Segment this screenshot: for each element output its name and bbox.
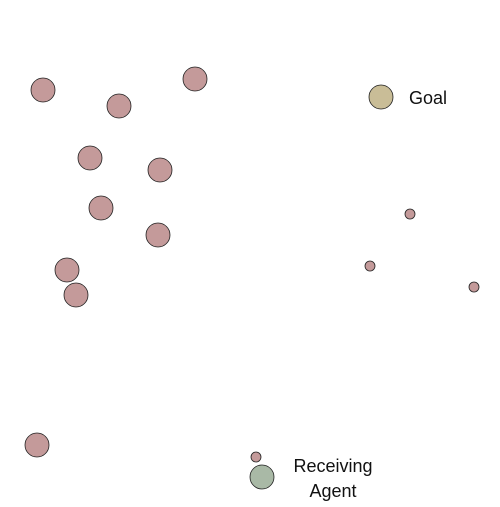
agent-label-line1: Receiving xyxy=(293,456,372,476)
obstacle xyxy=(64,283,88,307)
obstacle xyxy=(146,223,170,247)
receiving-agent-marker: Receiving Agent xyxy=(250,456,373,501)
obstacle xyxy=(107,94,131,118)
obstacle xyxy=(25,433,49,457)
obstacle-group-small xyxy=(251,209,479,462)
agent-label-line2: Agent xyxy=(309,481,356,501)
small-obstacle xyxy=(251,452,261,462)
obstacle xyxy=(78,146,102,170)
obstacle xyxy=(148,158,172,182)
goal-circle xyxy=(369,85,393,109)
obstacle xyxy=(55,258,79,282)
obstacle xyxy=(31,78,55,102)
obstacle xyxy=(89,196,113,220)
small-obstacle xyxy=(365,261,375,271)
obstacle-group-large xyxy=(25,67,207,457)
agent-circle xyxy=(250,465,274,489)
goal-label: Goal xyxy=(409,88,447,108)
small-obstacle xyxy=(405,209,415,219)
small-obstacle xyxy=(469,282,479,292)
obstacle xyxy=(183,67,207,91)
goal-marker: Goal xyxy=(369,85,447,109)
